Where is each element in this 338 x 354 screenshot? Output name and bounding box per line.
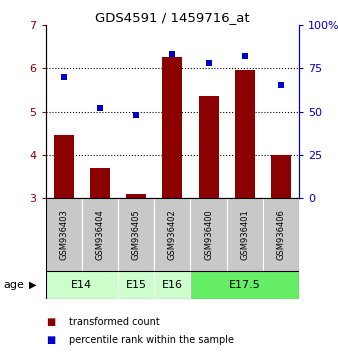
Text: age: age <box>3 280 24 290</box>
Text: E16: E16 <box>162 280 183 290</box>
Text: E17.5: E17.5 <box>229 280 261 290</box>
Bar <box>90 168 110 198</box>
Text: transformed count: transformed count <box>69 317 160 327</box>
Bar <box>263 198 299 271</box>
Text: GSM936400: GSM936400 <box>204 209 213 260</box>
Point <box>170 51 175 57</box>
Point <box>97 105 103 111</box>
Bar <box>199 96 219 198</box>
Text: GSM936405: GSM936405 <box>132 209 141 260</box>
Text: GSM936402: GSM936402 <box>168 209 177 260</box>
Point <box>206 60 211 66</box>
Bar <box>154 271 191 299</box>
Text: GSM936401: GSM936401 <box>240 209 249 260</box>
Bar <box>118 271 154 299</box>
Text: GSM936406: GSM936406 <box>276 209 286 260</box>
Bar <box>163 57 182 198</box>
Bar <box>46 198 82 271</box>
Title: GDS4591 / 1459716_at: GDS4591 / 1459716_at <box>95 11 250 24</box>
Text: E14: E14 <box>71 280 92 290</box>
Bar <box>82 198 118 271</box>
Bar <box>271 155 291 198</box>
Bar <box>46 271 118 299</box>
Bar <box>154 198 191 271</box>
Bar <box>191 271 299 299</box>
Bar <box>126 194 146 198</box>
Text: ■: ■ <box>46 335 55 345</box>
Bar <box>227 198 263 271</box>
Point <box>134 112 139 118</box>
Point <box>242 53 247 59</box>
Bar <box>235 70 255 198</box>
Bar <box>54 135 74 198</box>
Text: ■: ■ <box>46 317 55 327</box>
Point <box>278 82 284 88</box>
Text: GSM936404: GSM936404 <box>95 209 104 260</box>
Bar <box>118 198 154 271</box>
Text: ▶: ▶ <box>29 280 36 290</box>
Text: E15: E15 <box>126 280 147 290</box>
Text: percentile rank within the sample: percentile rank within the sample <box>69 335 234 345</box>
Text: GSM936403: GSM936403 <box>59 209 68 260</box>
Point <box>61 74 67 80</box>
Bar <box>191 198 227 271</box>
